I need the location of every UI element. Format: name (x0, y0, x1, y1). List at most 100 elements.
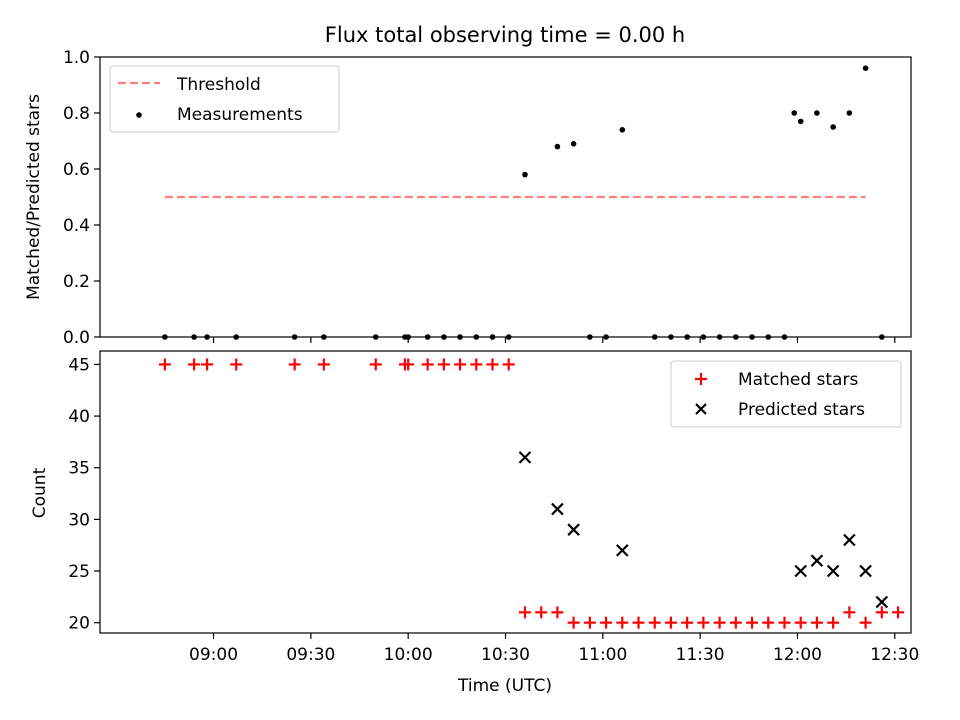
matched-star-marker (843, 606, 856, 619)
matched-star-marker (892, 606, 905, 619)
predicted-star-marker (859, 564, 872, 578)
x-tick-label: 09:00 (189, 645, 238, 665)
matched-star-marker (188, 358, 201, 371)
matched-star-marker (859, 616, 872, 629)
matched-star-marker (875, 606, 888, 619)
measurement-point (814, 110, 820, 116)
top-panel: Flux total observing time = 0.00 h 0.0 0.… (24, 23, 912, 348)
predicted-star-marker (826, 564, 840, 578)
y-tick-label: 0.8 (63, 104, 90, 124)
matched-star-marker (535, 606, 548, 619)
measurement-point (733, 334, 739, 340)
matched-star-marker (664, 616, 677, 629)
y-tick-label: 0.0 (63, 328, 90, 348)
matched-star-marker (421, 358, 434, 371)
x-tick-label: 12:30 (870, 645, 919, 665)
top-y-axis-label: Matched/Predicted stars (24, 94, 44, 300)
matched-star-marker (827, 616, 840, 629)
predicted-star-marker (567, 523, 580, 536)
x-tick-label: 12:00 (773, 645, 822, 665)
matched-star-marker (158, 358, 171, 371)
measurement-point (505, 334, 512, 340)
measurement-point (781, 334, 788, 340)
bottom-x-ticks: 09:00 09:30 10:00 10:30 11:00 11:30 12:00 12:30 (189, 633, 919, 665)
legend-measurements-swatch (136, 112, 142, 118)
legend-threshold-label: Threshold (176, 75, 261, 95)
top-y-ticks: 0.0 0.2 0.4 0.6 0.8 1.0 (63, 48, 100, 348)
measurement-point (424, 334, 431, 340)
top-x-ticks (212, 337, 896, 343)
y-tick-label: 35 (68, 459, 90, 479)
x-axis-label: Time (UTC) (457, 676, 552, 696)
predicted-star-marker (794, 564, 807, 578)
y-tick-label: 20 (68, 614, 90, 634)
measurement-point (522, 171, 528, 178)
matched-star-marker (632, 616, 645, 629)
x-tick-label: 10:00 (384, 645, 433, 665)
matched-star-marker (746, 616, 759, 629)
measurement-point (554, 143, 561, 150)
measurement-point (372, 334, 379, 340)
measurement-point (321, 334, 327, 340)
top-legend: Threshold Measurements (109, 65, 340, 133)
measurement-point (791, 110, 798, 116)
measurement-point (441, 334, 447, 340)
chart-title: Flux total observing time = 0.00 h (325, 23, 685, 47)
measurement-point (749, 334, 755, 340)
predicted-star-marker (843, 533, 856, 547)
measurement-point (651, 334, 658, 340)
bottom-legend: Matched stars Predicted stars (670, 360, 902, 428)
measurement-point (603, 334, 609, 340)
measurement-point (619, 127, 626, 133)
measurement-point (765, 334, 772, 340)
matched-star-marker (518, 606, 531, 619)
predicted-stars-points (518, 451, 889, 609)
measurement-point (473, 334, 480, 340)
bottom-y-ticks: 20 25 30 35 40 45 (68, 355, 100, 634)
matched-stars-points (158, 358, 905, 629)
x-tick-label: 09:30 (286, 645, 335, 665)
matched-star-marker (810, 616, 823, 629)
matched-star-marker (402, 358, 415, 371)
legend-matched-label: Matched stars (738, 370, 858, 390)
legend-predicted-label: Predicted stars (738, 400, 865, 420)
measurement-point (716, 334, 723, 340)
matched-star-marker (713, 616, 726, 629)
matched-star-marker (567, 616, 580, 629)
measurement-point (684, 334, 690, 340)
x-tick-label: 10:30 (481, 645, 530, 665)
matched-star-marker (648, 616, 661, 629)
y-tick-label: 0.4 (63, 216, 90, 236)
measurement-point (862, 65, 869, 71)
y-tick-label: 1.0 (63, 48, 90, 68)
measurement-point (570, 141, 577, 147)
predicted-star-marker (875, 595, 889, 609)
matched-star-marker (551, 606, 564, 619)
measurement-point (489, 334, 496, 340)
y-tick-label: 40 (68, 407, 90, 427)
measurement-point (587, 334, 593, 340)
x-tick-label: 11:00 (578, 645, 627, 665)
top-legend-box (109, 65, 340, 133)
matched-star-marker (486, 358, 499, 371)
predicted-star-marker (518, 451, 532, 464)
measurement-point (233, 334, 240, 340)
matched-star-marker (317, 358, 330, 371)
matched-star-marker (437, 358, 450, 371)
measurement-point (191, 334, 197, 340)
bottom-legend-box (670, 360, 902, 428)
y-tick-label: 45 (68, 355, 90, 375)
measurement-point (879, 334, 885, 340)
matched-star-marker (778, 616, 791, 629)
predicted-star-marker (551, 502, 564, 516)
measurement-point (405, 334, 411, 340)
matched-star-marker (201, 358, 214, 371)
measurement-point (830, 124, 836, 130)
matched-star-marker (600, 616, 613, 629)
matched-star-marker (454, 358, 467, 371)
y-tick-label: 0.6 (63, 160, 90, 180)
matched-star-marker (616, 616, 629, 629)
x-tick-label: 11:30 (676, 645, 725, 665)
matched-star-marker (369, 358, 382, 371)
